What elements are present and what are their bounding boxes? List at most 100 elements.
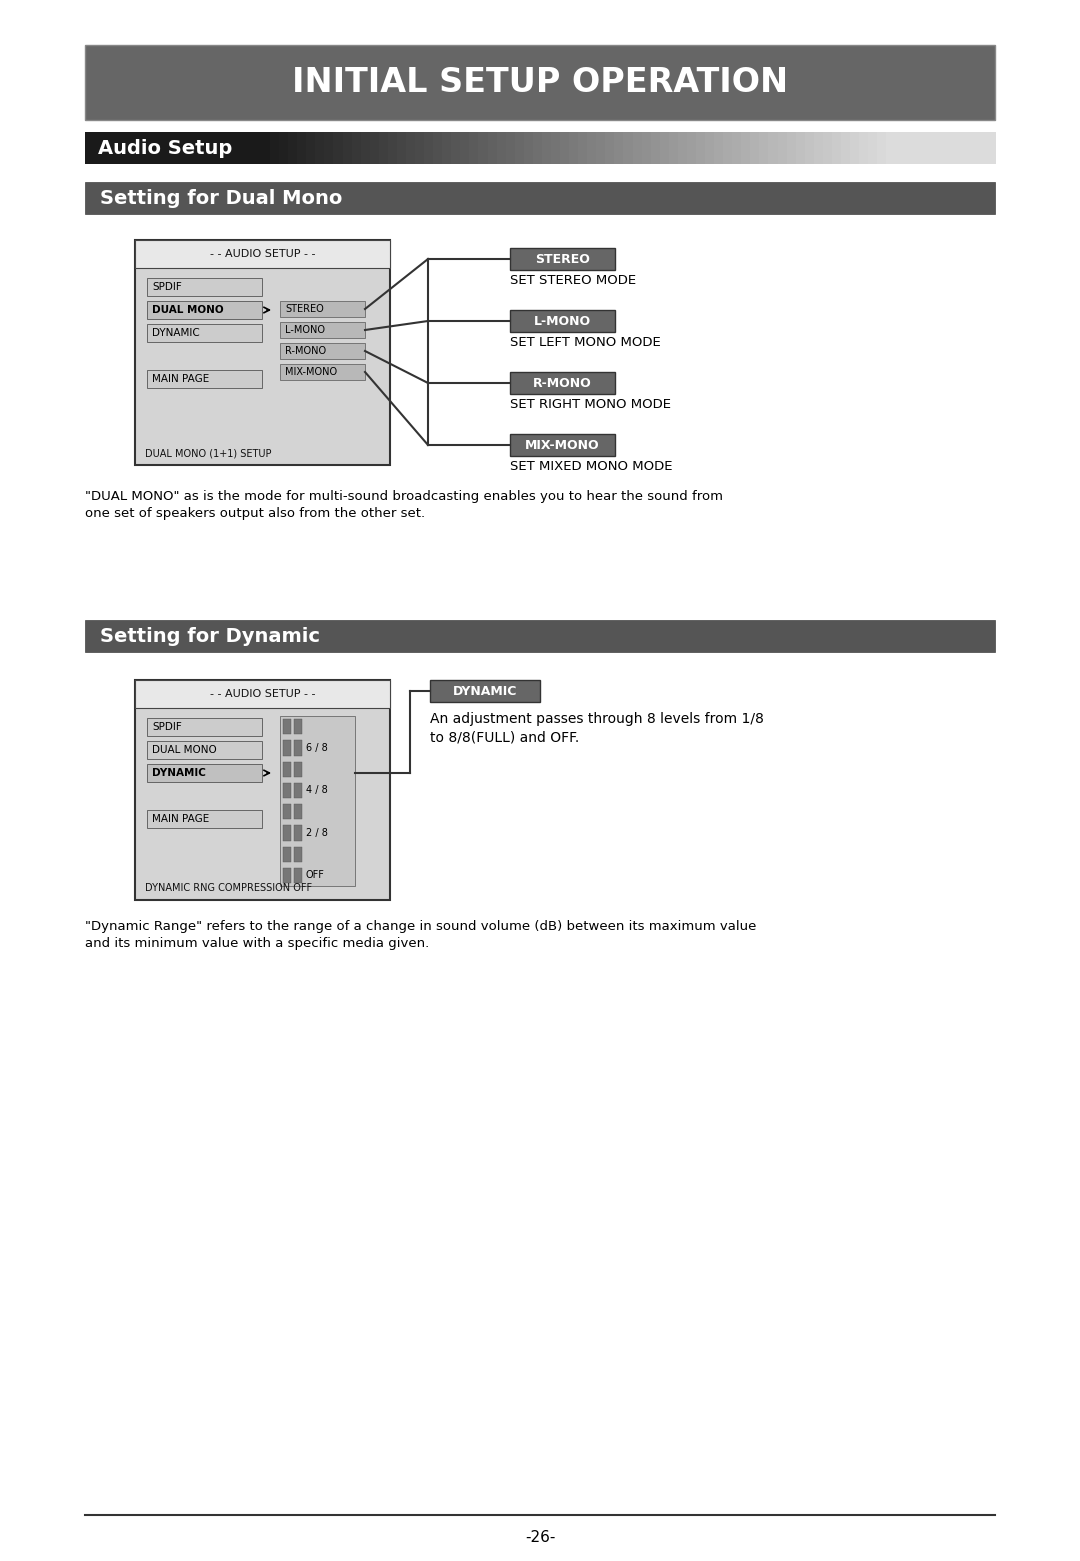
Bar [759, 133, 769, 164]
Bar [959, 133, 969, 164]
Text: DYNAMIC: DYNAMIC [152, 768, 206, 777]
Bar [135, 681, 390, 709]
Bar [369, 133, 380, 164]
Bar [283, 826, 291, 840]
Bar [510, 434, 615, 456]
Bar [778, 133, 787, 164]
Text: "Dynamic Range" refers to the range of a change in sound volume (dB) between its: "Dynamic Range" refers to the range of a… [85, 919, 756, 951]
Bar [949, 133, 960, 164]
Bar [294, 804, 302, 820]
Bar [687, 133, 697, 164]
Bar [294, 782, 302, 798]
Bar [986, 133, 996, 164]
Bar [388, 133, 397, 164]
Bar [615, 133, 624, 164]
Text: STEREO: STEREO [285, 304, 324, 314]
Bar [887, 133, 896, 164]
Text: - - AUDIO SETUP - -: - - AUDIO SETUP - - [210, 688, 315, 699]
Bar [433, 133, 443, 164]
Bar [561, 133, 570, 164]
Bar [605, 133, 616, 164]
Bar [288, 133, 298, 164]
Bar [294, 762, 302, 777]
Text: Audio Setup: Audio Setup [98, 139, 232, 158]
Bar [315, 133, 325, 164]
Text: An adjustment passes through 8 levels from 1/8
to 8/8(FULL) and OFF.: An adjustment passes through 8 levels fr… [430, 712, 764, 745]
Bar [270, 133, 280, 164]
Bar [280, 322, 365, 339]
Bar [832, 133, 842, 164]
Bar [823, 133, 833, 164]
Text: R-MONO: R-MONO [285, 347, 326, 356]
Bar [283, 846, 291, 862]
Bar [633, 133, 643, 164]
Bar [361, 133, 370, 164]
Bar [505, 133, 515, 164]
Text: STEREO: STEREO [535, 253, 590, 265]
Bar [280, 364, 365, 379]
Text: Setting for Dynamic: Setting for Dynamic [100, 626, 320, 646]
Bar [135, 240, 390, 268]
Bar [623, 133, 634, 164]
Bar [85, 620, 995, 652]
Bar [147, 741, 262, 759]
Bar [280, 343, 365, 359]
Bar [578, 133, 589, 164]
Bar [280, 301, 365, 317]
Bar [342, 133, 352, 164]
Bar [283, 740, 291, 756]
Bar [968, 133, 977, 164]
Bar [914, 133, 923, 164]
Bar [895, 133, 905, 164]
Text: SET STEREO MODE: SET STEREO MODE [510, 275, 636, 287]
Bar [85, 133, 270, 164]
Text: INITIAL SETUP OPERATION: INITIAL SETUP OPERATION [292, 66, 788, 98]
Text: MAIN PAGE: MAIN PAGE [152, 375, 210, 384]
Bar [841, 133, 851, 164]
Text: DYNAMIC: DYNAMIC [152, 328, 200, 339]
Bar [850, 133, 860, 164]
Bar [524, 133, 534, 164]
Bar [85, 45, 995, 120]
Bar [283, 762, 291, 777]
Bar [977, 133, 987, 164]
Bar [307, 133, 316, 164]
Bar [922, 133, 932, 164]
Bar [796, 133, 806, 164]
Text: Setting for Dual Mono: Setting for Dual Mono [100, 189, 342, 208]
Bar [705, 133, 715, 164]
Bar [805, 133, 814, 164]
Bar [497, 133, 507, 164]
Text: -26-: -26- [525, 1530, 555, 1545]
Bar [660, 133, 670, 164]
Text: DYNAMIC: DYNAMIC [453, 685, 517, 698]
Text: SET RIGHT MONO MODE: SET RIGHT MONO MODE [510, 398, 671, 411]
Text: - - AUDIO SETUP - -: - - AUDIO SETUP - - [210, 250, 315, 259]
Bar [751, 133, 760, 164]
Text: DUAL MONO (1+1) SETUP: DUAL MONO (1+1) SETUP [145, 448, 271, 457]
Text: MAIN PAGE: MAIN PAGE [152, 813, 210, 824]
Bar [551, 133, 561, 164]
Bar [696, 133, 706, 164]
Text: "DUAL MONO" as is the mode for multi-sound broadcasting enables you to hear the : "DUAL MONO" as is the mode for multi-sou… [85, 490, 723, 520]
Bar [460, 133, 471, 164]
Bar [732, 133, 742, 164]
Text: SET LEFT MONO MODE: SET LEFT MONO MODE [510, 336, 661, 350]
Text: MIX-MONO: MIX-MONO [525, 439, 599, 451]
Bar [294, 868, 302, 884]
Bar [294, 740, 302, 756]
Bar [430, 681, 540, 702]
Bar [147, 718, 262, 735]
Bar [147, 325, 262, 342]
Bar [741, 133, 752, 164]
Bar [283, 720, 291, 734]
Bar [588, 133, 597, 164]
Bar [283, 868, 291, 884]
Text: DUAL MONO: DUAL MONO [152, 304, 224, 315]
Bar [283, 782, 291, 798]
Text: SET MIXED MONO MODE: SET MIXED MONO MODE [510, 460, 673, 473]
Text: L-MONO: L-MONO [285, 325, 325, 336]
Bar [294, 826, 302, 840]
Text: DYNAMIC RNG COMPRESSION OFF: DYNAMIC RNG COMPRESSION OFF [145, 884, 312, 893]
Bar [669, 133, 679, 164]
